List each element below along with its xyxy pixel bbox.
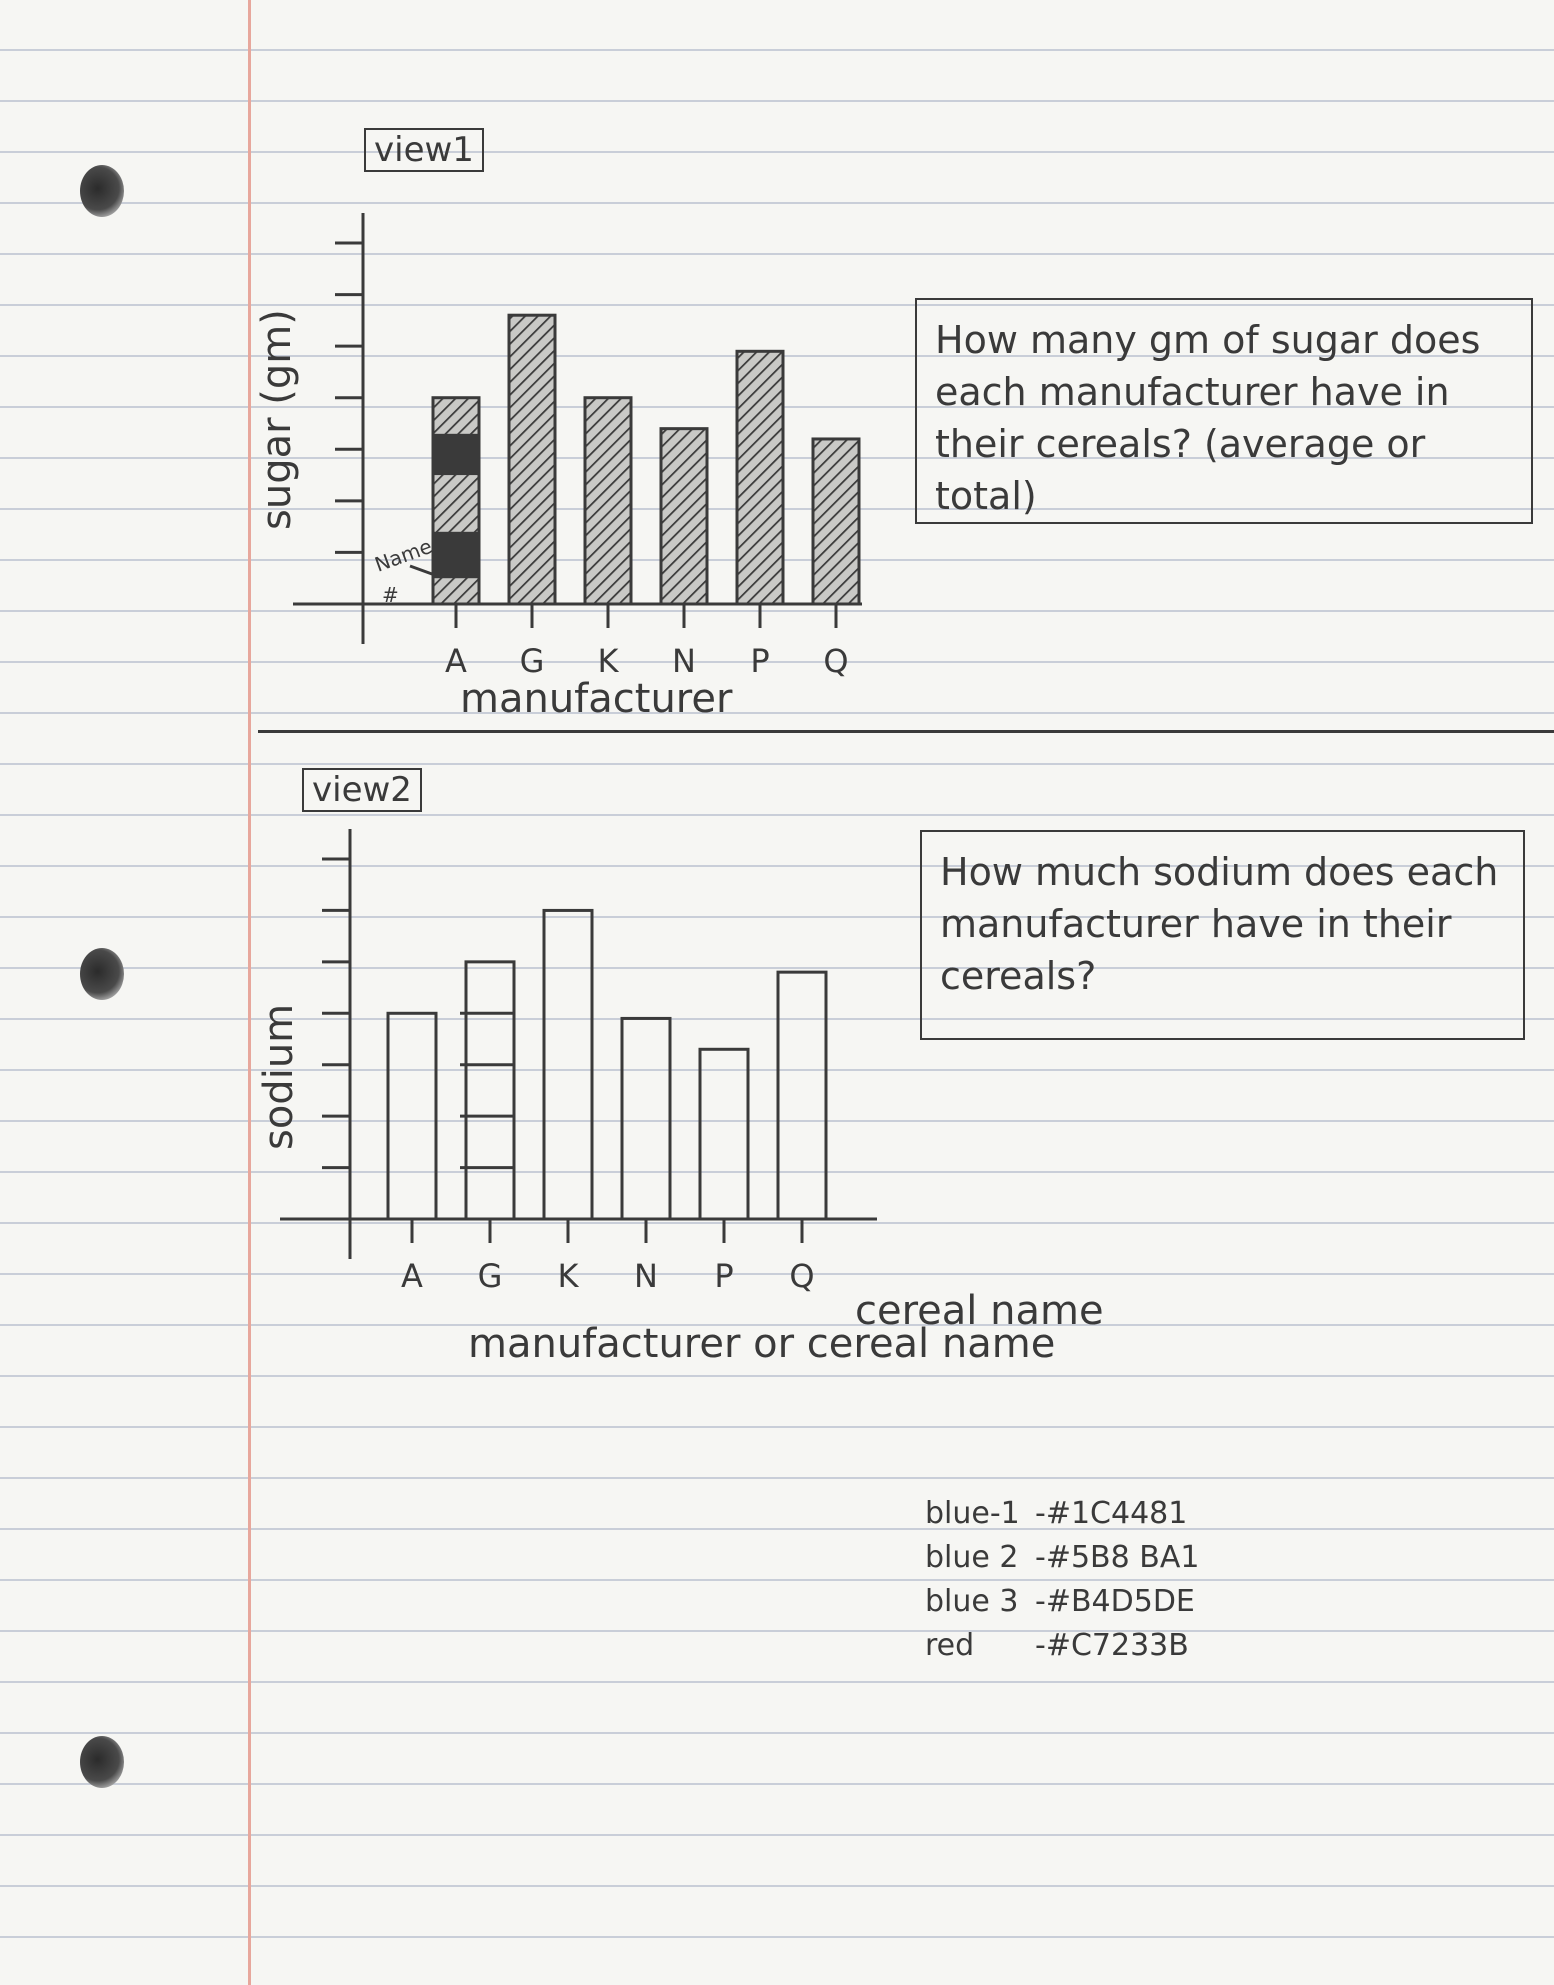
bar-q	[776, 970, 828, 1221]
bar-n	[659, 427, 709, 606]
x-tick-label: Q	[789, 1257, 814, 1295]
color-dash: -	[1035, 1496, 1046, 1531]
color-name: blue 2	[925, 1540, 1019, 1575]
color-swatch-row: blue-1 - #1C4481	[925, 1496, 1187, 1531]
x-tick-label: Q	[823, 642, 848, 680]
color-hex: #C7233B	[1045, 1628, 1189, 1663]
x-tick-label: A	[445, 642, 467, 680]
view1-question-box: How many gm of sugar does each manufactu…	[915, 298, 1533, 524]
view1-label: view1	[364, 128, 484, 172]
annotation-arrow	[409, 564, 433, 576]
bar-a-highlight-segment	[433, 531, 479, 579]
bar-a-highlight-segment	[433, 433, 479, 476]
x-tick-label: P	[714, 1257, 733, 1295]
punch-hole	[80, 165, 124, 217]
punch-hole	[80, 1736, 124, 1788]
x-tick-label: K	[598, 642, 620, 680]
bar-g	[507, 313, 557, 606]
color-dash: -	[1035, 1540, 1046, 1575]
bar-a	[386, 1011, 438, 1221]
color-swatch-row: red - #C7233B	[925, 1628, 1189, 1663]
view2-xlabel-extra: cereal name	[855, 1288, 1104, 1334]
color-name: blue 3	[925, 1584, 1019, 1619]
color-hex: #1C4481	[1045, 1496, 1188, 1531]
y-axis-title: sodium	[256, 1004, 302, 1150]
color-dash: -	[1035, 1584, 1046, 1619]
color-swatch-row: blue 2 - #5B8 BA1	[925, 1540, 1199, 1575]
color-swatch-row: blue 3 - #B4D5DE	[925, 1584, 1195, 1619]
y-axis-title: sugar (gm)	[254, 309, 300, 530]
punch-hole	[80, 948, 124, 1000]
x-tick-label: K	[558, 1257, 580, 1295]
x-tick-label: N	[634, 1257, 658, 1295]
bar-g	[464, 960, 516, 1221]
bar-p	[735, 349, 785, 606]
x-tick-label: N	[672, 642, 696, 680]
view2-label: view2	[302, 768, 422, 812]
x-axis-title: manufacturer	[460, 676, 733, 722]
x-tick-label: P	[750, 642, 769, 680]
view2-question-box: How much sodium does each manufacturer h…	[920, 830, 1525, 1040]
x-tick-label: A	[401, 1257, 423, 1295]
annotation-hash: #	[382, 583, 399, 607]
color-hex: #B4D5DE	[1045, 1584, 1195, 1619]
color-dash: -	[1035, 1628, 1046, 1663]
color-name: red	[925, 1628, 975, 1663]
bar-k	[542, 908, 594, 1221]
color-hex: #5B8 BA1	[1045, 1540, 1200, 1575]
bar-p	[698, 1047, 750, 1221]
bar-k	[583, 396, 633, 606]
color-name: blue-1	[925, 1496, 1020, 1531]
x-tick-label: G	[520, 642, 545, 680]
x-axis-title: manufacturer or cereal name	[468, 1321, 1055, 1367]
bar-n	[620, 1016, 672, 1221]
margin-line	[248, 0, 251, 1985]
x-tick-label: G	[478, 1257, 503, 1295]
section-divider	[258, 730, 1554, 733]
bar-q	[811, 437, 861, 606]
